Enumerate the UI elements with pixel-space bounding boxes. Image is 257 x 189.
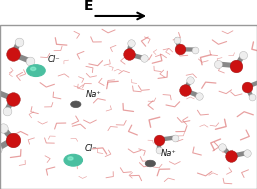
Circle shape <box>71 101 81 108</box>
Text: Na⁺: Na⁺ <box>86 90 102 99</box>
Circle shape <box>68 157 73 160</box>
Circle shape <box>31 67 36 70</box>
Text: Cl⁻: Cl⁻ <box>85 144 97 153</box>
Circle shape <box>27 65 45 77</box>
Text: Cl⁻: Cl⁻ <box>48 55 60 64</box>
Text: E: E <box>84 0 93 13</box>
Circle shape <box>145 160 155 167</box>
Circle shape <box>64 154 82 166</box>
Text: Na⁺: Na⁺ <box>161 149 176 158</box>
